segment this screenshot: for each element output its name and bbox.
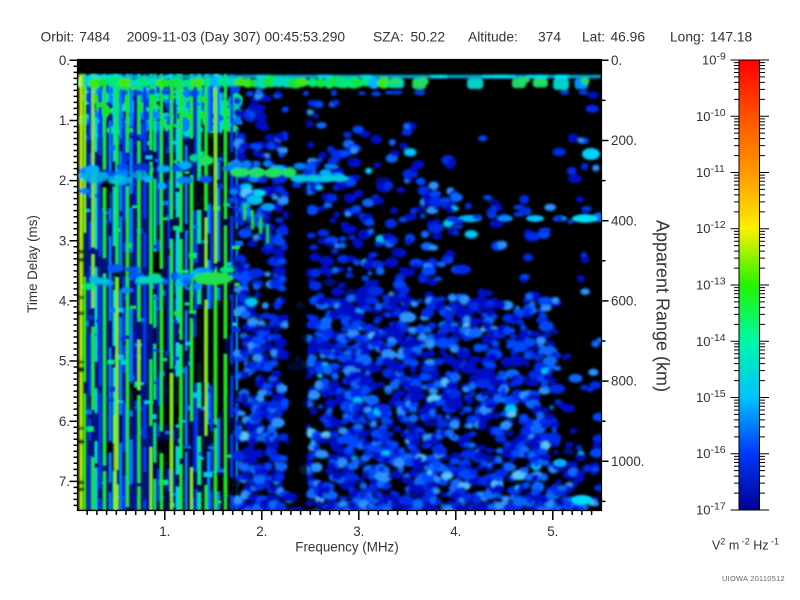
svg-text:200.: 200. [611,133,637,148]
svg-text:0.: 0. [611,53,622,68]
svg-text:10-10: 10-10 [696,107,726,124]
svg-text:10-17: 10-17 [696,501,726,518]
svg-text:UIOWA 20110512: UIOWA 20110512 [722,574,785,583]
svg-text:1000.: 1000. [611,454,645,469]
svg-text:10-15: 10-15 [696,388,726,405]
svg-text:2.: 2. [59,173,70,188]
svg-text:10-13: 10-13 [696,276,726,293]
svg-text:Apparent Range (km): Apparent Range (km) [653,220,673,392]
svg-text:4.: 4. [450,524,461,539]
svg-text:10-12: 10-12 [696,219,726,236]
svg-text:Lat:: Lat: [582,30,605,45]
svg-text:50.22: 50.22 [411,30,446,45]
svg-text:3.: 3. [59,233,70,248]
svg-text:46.96: 46.96 [611,30,646,45]
svg-text:0.: 0. [59,53,70,68]
svg-text:Altitude:: Altitude: [468,30,518,45]
svg-text:2009-11-03 (Day 307) 00:45:53.: 2009-11-03 (Day 307) 00:45:53.290 [127,30,346,45]
svg-text:10-14: 10-14 [696,332,726,349]
svg-text:Long:: Long: [670,30,705,45]
svg-text:10-9: 10-9 [702,51,726,68]
svg-text:Frequency (MHz): Frequency (MHz) [295,540,398,555]
svg-text:V2 m -2 Hz -1: V2 m -2 Hz -1 [712,537,779,553]
svg-text:10-11: 10-11 [696,163,725,180]
svg-text:SZA:: SZA: [373,30,404,45]
svg-text:5.: 5. [547,524,558,539]
svg-text:374: 374 [538,30,561,45]
svg-text:4.: 4. [59,294,70,309]
svg-text:1.: 1. [59,113,70,128]
svg-text:1.: 1. [159,524,170,539]
svg-text:Time Delay (ms): Time Delay (ms) [25,215,40,313]
svg-text:2.: 2. [256,524,267,539]
svg-text:800.: 800. [611,374,637,389]
svg-text:147.18: 147.18 [710,30,753,45]
svg-text:Orbit:: Orbit: [41,30,75,45]
svg-text:6.: 6. [59,414,70,429]
svg-text:7.: 7. [59,474,70,489]
svg-text:400.: 400. [611,213,637,228]
svg-text:10-16: 10-16 [696,444,726,461]
svg-text:7484: 7484 [79,30,110,45]
svg-text:5.: 5. [59,354,70,369]
svg-text:600.: 600. [611,294,637,309]
svg-text:3.: 3. [353,524,364,539]
